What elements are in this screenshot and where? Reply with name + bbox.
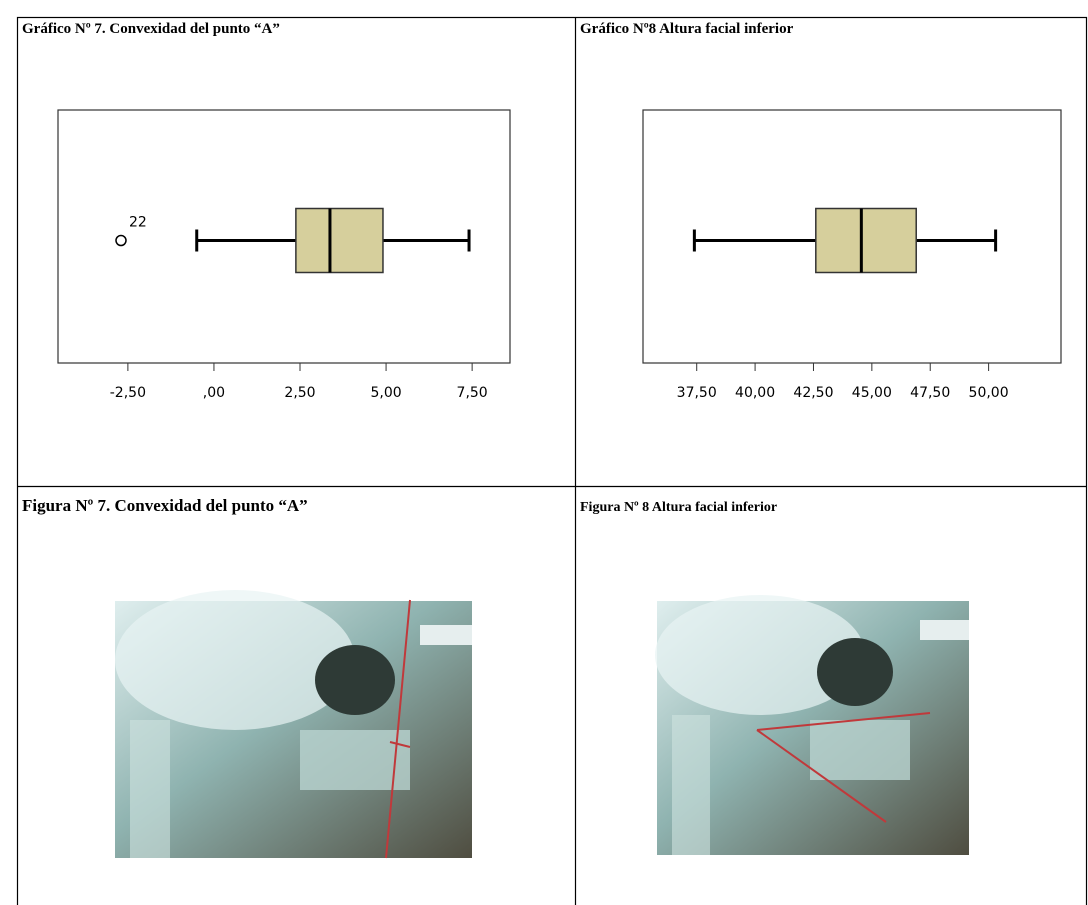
x-tick-label: 45,00 [852,385,892,401]
x-tick-label: 7,50 [457,385,488,401]
x-tick-label: 42,50 [793,385,833,401]
xray-image [655,595,969,855]
box [816,209,916,273]
graph-title: Gráfico Nº 7. Convexidad del punto “A” [22,21,280,37]
x-tick-label: 2,50 [284,385,315,401]
x-tick-label: -2,50 [110,385,146,401]
figure-caption: Figura Nº 7. Convexidad del punto “A” [22,496,308,515]
graph-title: Gráfico Nº8 Altura facial inferior [580,21,794,37]
outlier [116,236,126,246]
x-tick-label: 50,00 [969,385,1009,401]
figure-caption: Figura Nº 8 Altura facial inferior [580,500,777,515]
x-tick-label: 5,00 [370,385,401,401]
page: Gráfico Nº 7. Convexidad del punto “A” G… [0,0,1088,905]
x-tick-label: 37,50 [677,385,717,401]
xray-image [115,590,472,858]
outlier-label: 22 [129,215,147,231]
plot-frame [58,110,510,363]
x-tick-label: 47,50 [910,385,950,401]
x-tick-label: 40,00 [735,385,775,401]
box [296,209,383,273]
document: Gráfico Nº 7. Convexidad del punto “A” G… [0,0,1088,905]
x-tick-label: ,00 [203,385,225,401]
